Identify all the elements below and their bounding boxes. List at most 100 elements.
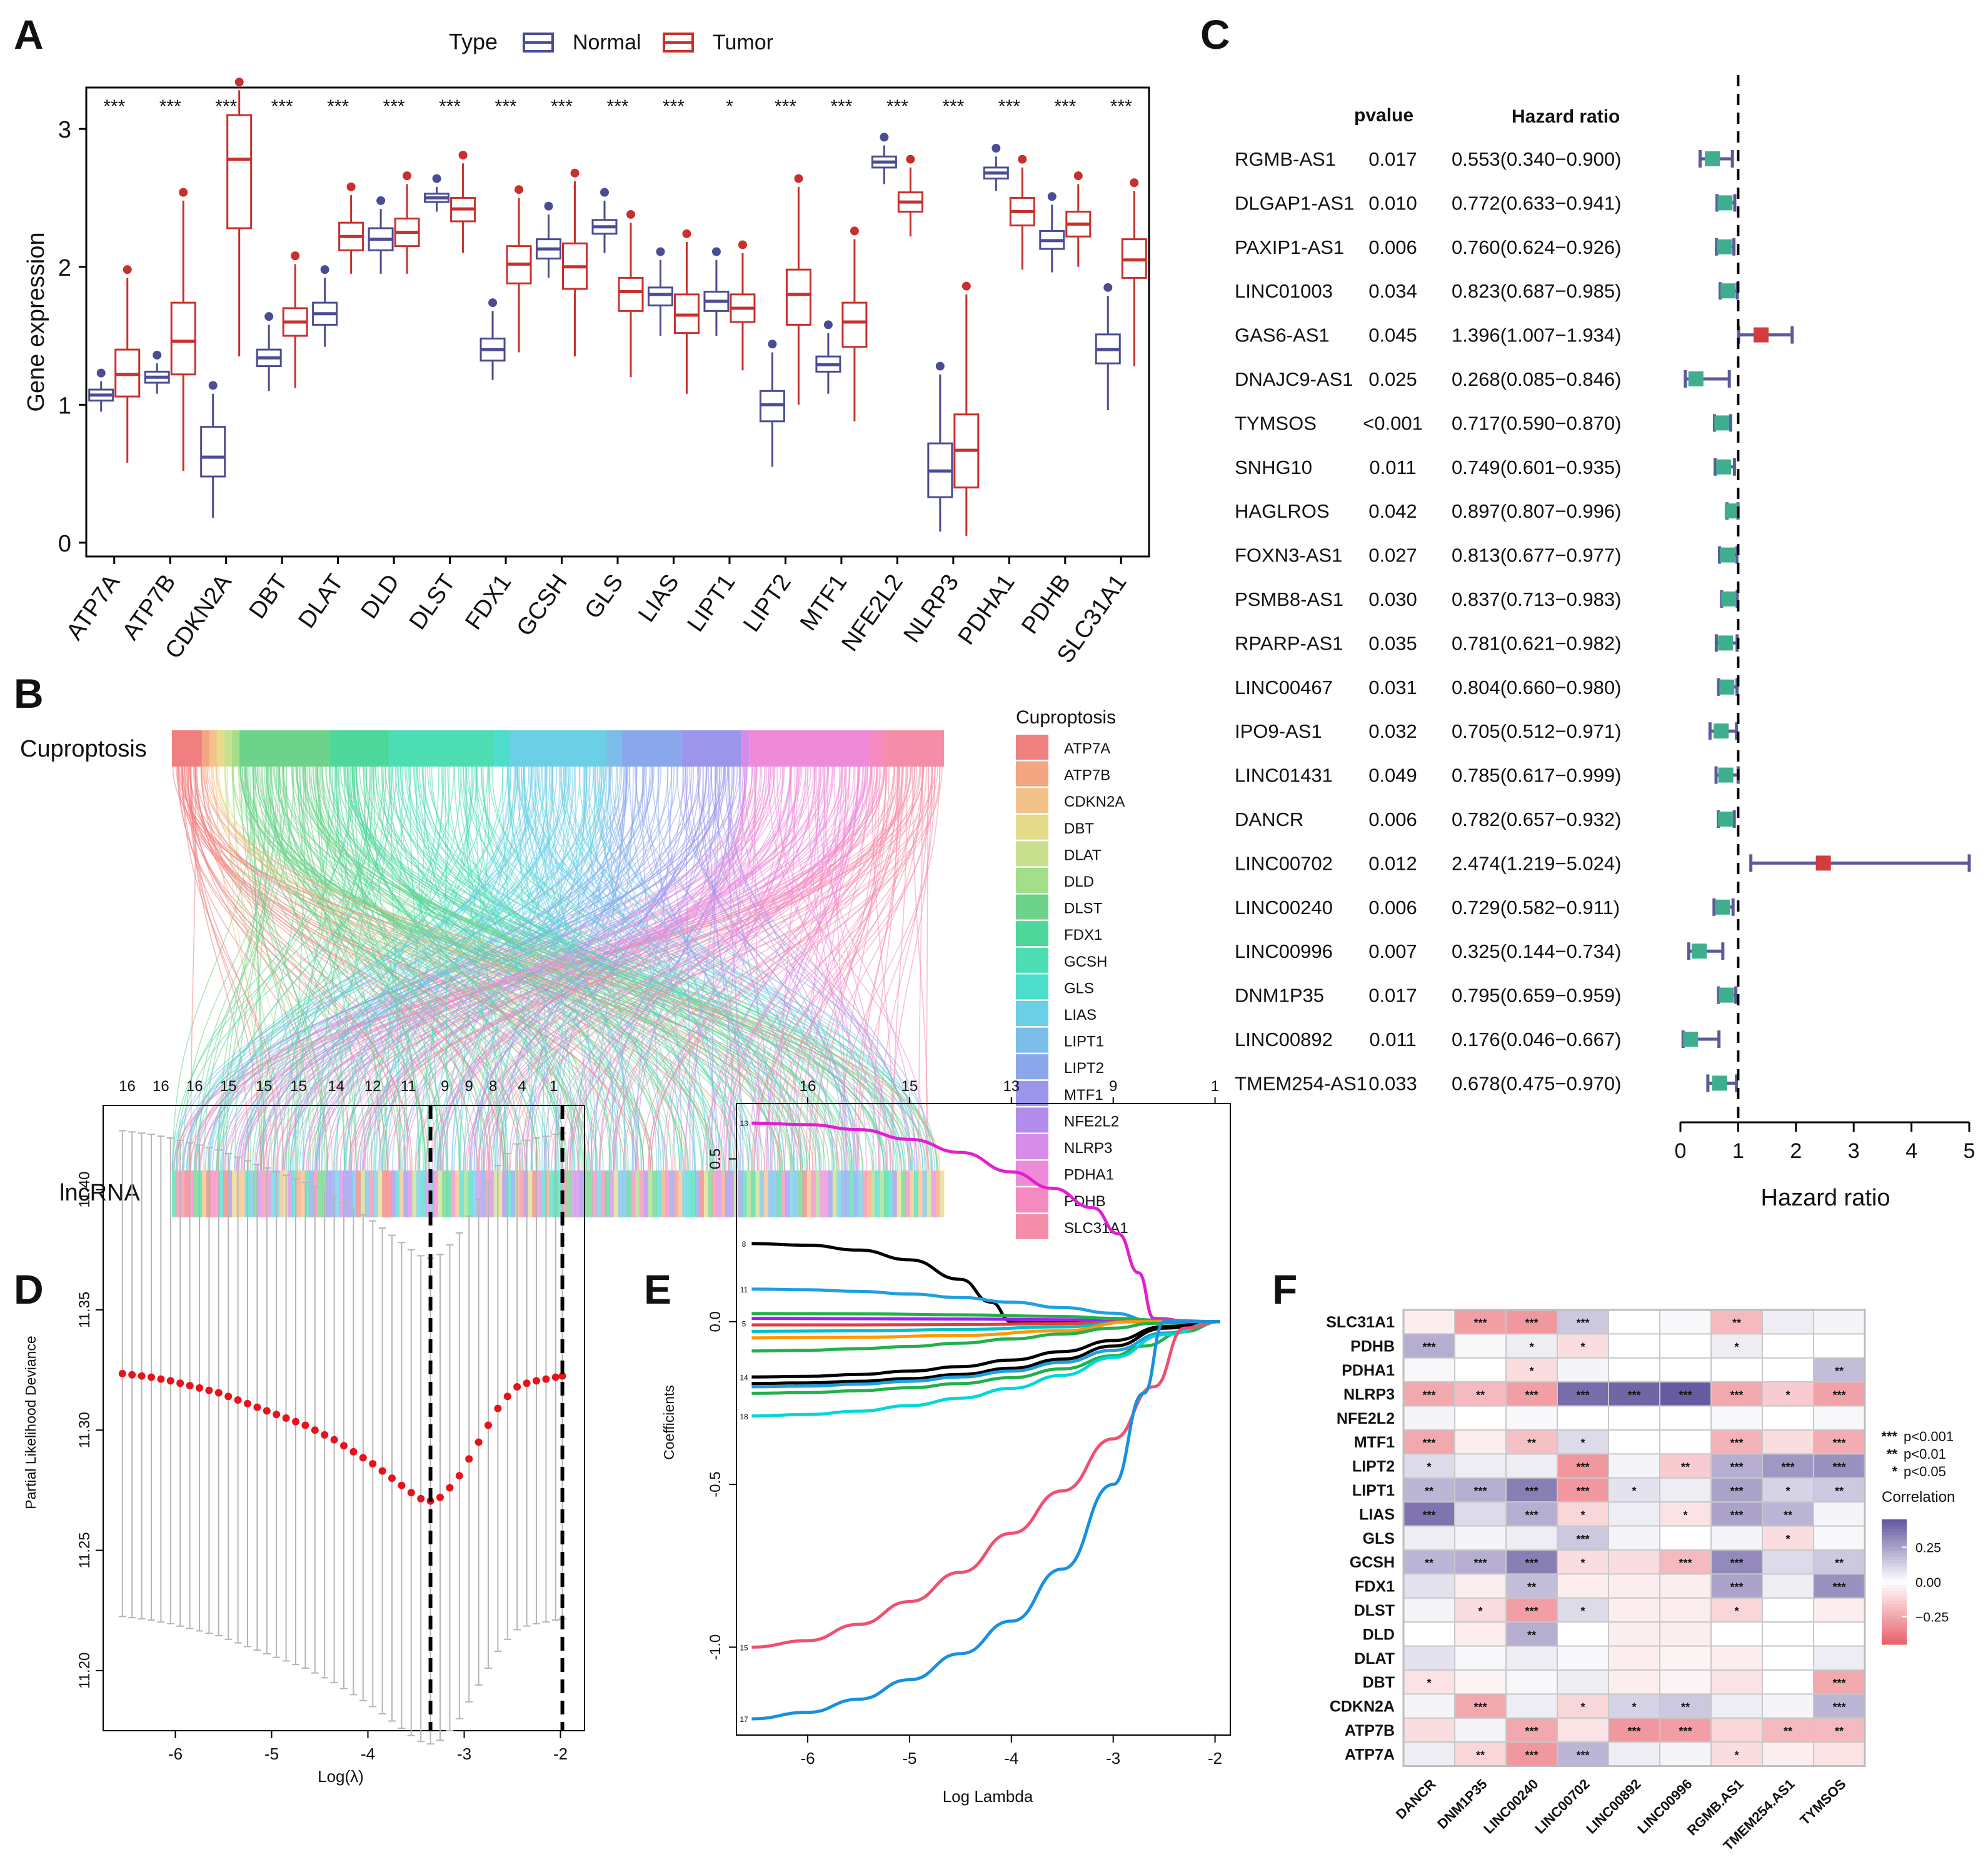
forest-row-hr-rgmb-as1: 0.553(0.340−0.900) [1452,148,1621,170]
sankey-target-stripe [412,1170,417,1217]
top-count-label-d: 9 [465,1078,473,1095]
heatmap-cell-nfe2l2-linc00892 [1608,1405,1660,1431]
sankey-target-stripe [214,1170,219,1217]
sankey-flow [419,766,489,1171]
sig-legend-stars: * [1892,1464,1897,1479]
box-outlier [1130,178,1139,188]
heatmap-cell-cdkn2a-dnm1p35 [1454,1693,1507,1719]
sig-legend-stars: ** [1887,1446,1898,1462]
sankey-flow [776,766,915,1171]
sankey-target-stripe [631,1170,636,1217]
y-axis-title-a: Gene expression [23,232,49,411]
box-outlier [376,196,386,205]
heatmap-star: ** [1476,1389,1485,1401]
sankey-target-stripe [566,1170,571,1217]
legend-swatch-fdx1 [1016,921,1048,947]
box-outlier [823,320,833,330]
sankey-target-stripe [785,1170,790,1217]
cv-mean-point [224,1392,233,1401]
sankey-flow [173,766,936,1171]
x-tick-label-e: -4 [1004,1749,1018,1768]
sankey-target-stripe [176,1170,181,1217]
heatmap-cell-lipt2-linc00240 [1505,1453,1558,1479]
heatmap-cell-dlat-tymsos [1813,1645,1865,1671]
sankey-target-stripe [378,1170,383,1217]
box-outlier [1047,192,1057,201]
sankey-source-bar-pdha1 [749,730,870,767]
colorbar-step [1882,1623,1907,1626]
forest-row-name-foxn3-as1: FOXN3-AS1 [1235,545,1342,566]
colorbar-tick-label: 0.25 [1915,1541,1941,1555]
heatmap-star: * [1632,1701,1636,1714]
forest-point [1715,899,1730,915]
sankey-target-stripe [360,1170,366,1217]
sankey-flow [702,766,927,1171]
sankey-target-stripe [613,1170,619,1217]
sankey-target-stripe [262,1170,267,1217]
path-index-label-e: 17 [740,1715,748,1724]
heatmap-cell-dld-dnm1p35 [1454,1621,1507,1647]
sankey-target-stripe [605,1170,610,1217]
sankey-flow [427,766,450,1171]
colorbar-step [1882,1613,1907,1617]
sankey-target-stripe [883,1170,889,1217]
sankey-flow [416,766,438,1171]
sankey-target-stripe [481,1170,486,1217]
forest-point [1705,151,1720,166]
sankey-flow [453,766,593,1171]
heatmap-cell-atp7a-linc00240 [1505,1741,1558,1767]
cv-mean-point [446,1484,454,1492]
sankey-flow [209,766,533,1171]
heatmap-star: *** [1832,1461,1845,1474]
sankey-target-stripe [751,1170,756,1217]
heatmap-cell-gcsh-tmem254-as1 [1762,1549,1814,1575]
cv-mean-point [484,1421,492,1429]
significance-label-gls: *** [606,96,628,117]
sankey-flow [856,766,900,1171]
heatmap-cell-mtf1-linc00702 [1557,1429,1609,1455]
colorbar-tick-label: −0.25 [1915,1611,1949,1625]
cv-mean-point [138,1372,146,1380]
sankey-target-stripe [695,1170,700,1217]
sankey-target-stripe [828,1170,833,1217]
sankey-flow [593,766,833,1171]
box-normal-lias [647,247,673,336]
sankey-target-stripe [180,1170,186,1217]
box-outlier [880,133,889,142]
heatmap-cell-mtf1-linc00892 [1608,1429,1660,1455]
sankey-flow [265,766,713,1171]
heatmap-cell-cdkn2a-dancr [1403,1693,1455,1719]
heatmap-star: *** [1730,1437,1743,1449]
heatmap-star: ** [1784,1509,1792,1521]
sankey-flow [359,766,570,1171]
box-outlier [738,240,747,249]
sankey-flow [283,766,685,1171]
legend-swatch-dld [1016,868,1048,893]
heatmap-cell-dlst-linc00892 [1608,1597,1660,1623]
sankey-flow [547,766,833,1171]
box-tumor-nfe2l2 [897,154,923,237]
sankey-flow [315,766,462,1171]
heatmap-cell-dbt-rgmb-as1 [1710,1669,1763,1695]
significance-label-mtf1: *** [830,96,852,117]
cv-mean-point [311,1426,319,1434]
sankey-flow [186,766,406,1171]
box-outlier [961,281,971,291]
sankey-flow [771,766,933,1171]
sankey-target-stripe [781,1170,786,1217]
heatmap-cell-lipt2-tymsos [1813,1453,1865,1479]
sankey-flow [244,766,523,1171]
heatmap-cell-lipt2-tmem254-as1 [1762,1453,1814,1479]
heatmap-star: *** [1473,1701,1487,1714]
top-count-label-d: 4 [518,1078,526,1095]
box-normal-dbt [256,312,282,391]
heatmap-row-label-pdha1: PDHA1 [1342,1362,1395,1379]
forest-row-hr-dlgap1-as1: 0.772(0.633−0.941) [1452,192,1621,214]
sankey-flow [186,766,548,1171]
box-outlier [850,226,859,236]
sankey-target-stripe [446,1170,451,1217]
heatmap-cell-mtf1-dnm1p35 [1454,1429,1507,1455]
sankey-target-stripe [532,1170,537,1217]
heatmap-star: * [1683,1509,1687,1521]
sig-legend-text: p<0.01 [1904,1446,1946,1462]
